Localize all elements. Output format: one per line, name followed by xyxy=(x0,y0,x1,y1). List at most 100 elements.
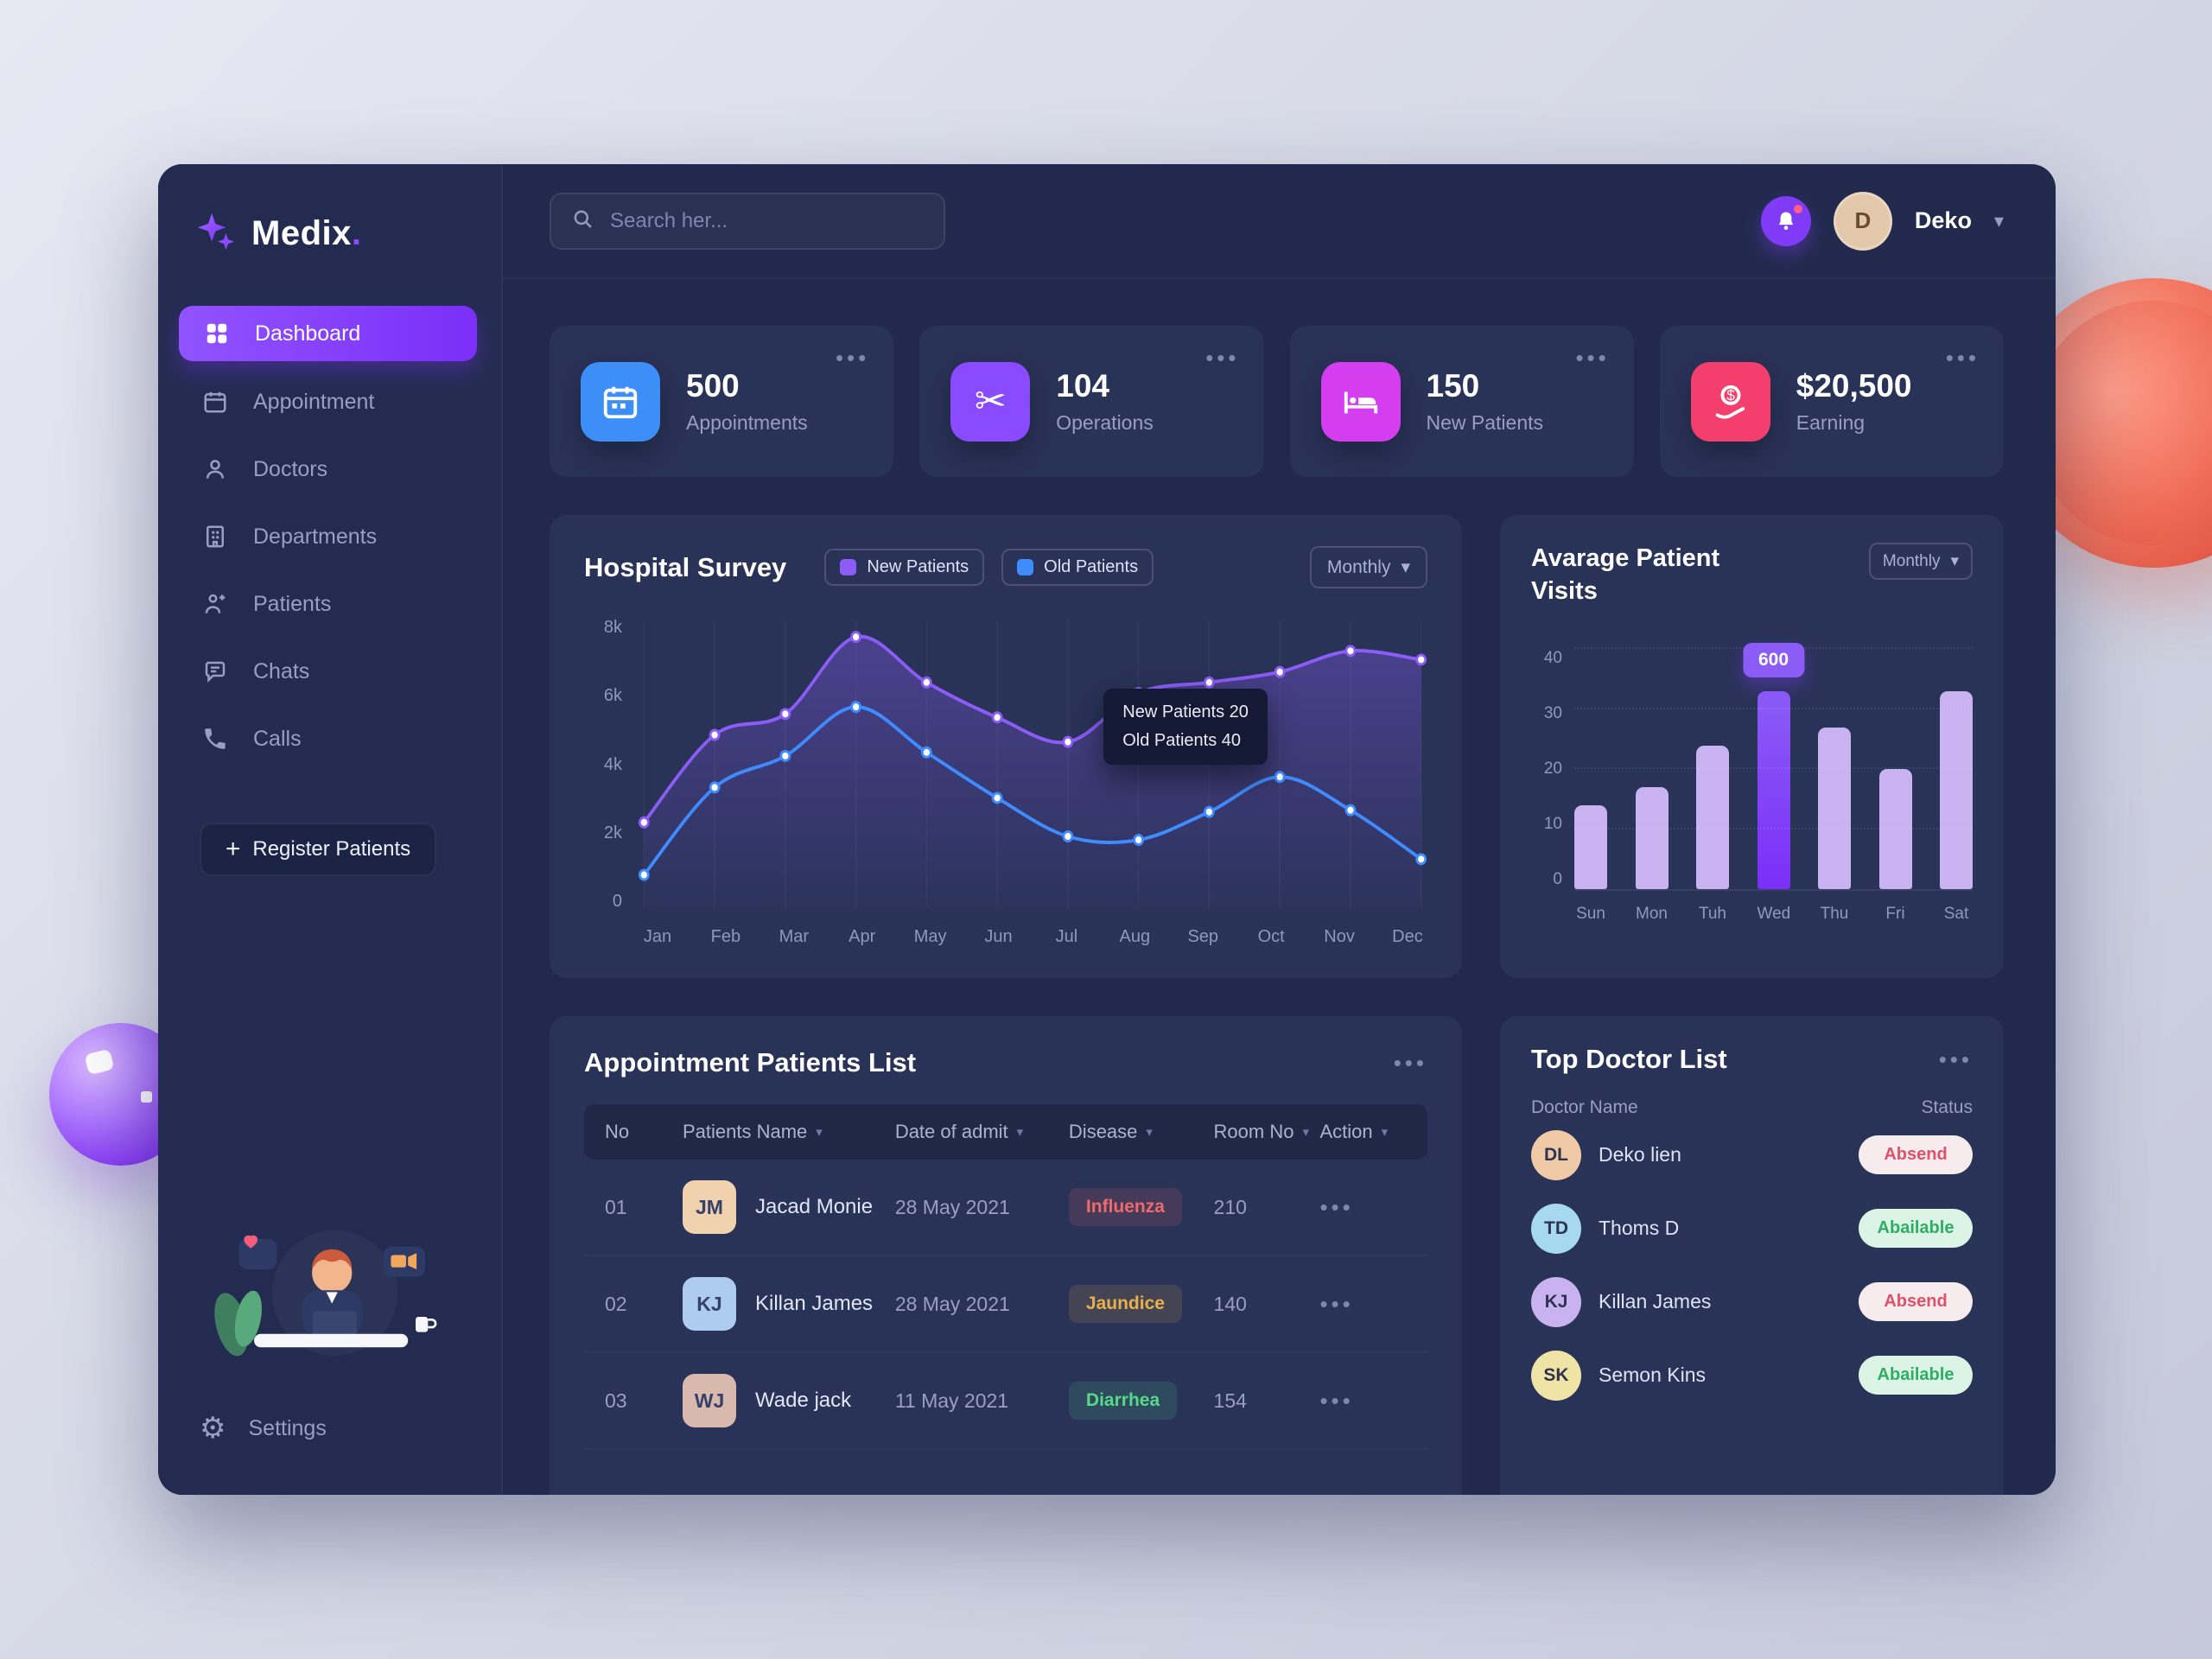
card-menu-button[interactable]: ••• xyxy=(1575,345,1610,371)
notification-bell-button[interactable] xyxy=(1760,195,1811,246)
stat-card-appointments: ••• 500 Appointments xyxy=(550,326,894,477)
medix-logo-icon xyxy=(193,211,238,256)
bell-icon xyxy=(1778,212,1794,230)
row-action-button[interactable]: ••• xyxy=(1319,1193,1354,1220)
bar xyxy=(1818,727,1851,890)
doctor-avatar: KJ xyxy=(1531,1276,1581,1327)
doctors-columns: Doctor Name Status xyxy=(1531,1097,1973,1117)
notification-dot xyxy=(1793,204,1802,213)
stat-card-operations: ••• ✂ 104 Operations xyxy=(919,326,1264,477)
doctor-icon xyxy=(200,454,231,485)
sidebar-item-appointment[interactable]: Appointment xyxy=(158,368,501,435)
chevron-down-icon[interactable]: ▾ xyxy=(1993,209,2004,232)
legend-old-patients[interactable]: Old Patients xyxy=(1001,549,1154,586)
table-row: 01 JM Jacad Monie 28 May 2021 Influenza … xyxy=(584,1160,1427,1256)
visits-plot-wrap: 40 30 20 10 0 600 xyxy=(1531,643,1973,892)
bar-chart: 600 xyxy=(1574,643,1973,892)
doctors-header: Top Doctor List ••• xyxy=(1531,1044,1973,1075)
search-bar[interactable] xyxy=(550,192,945,250)
doctor-name: Deko lien xyxy=(1599,1143,1681,1166)
col-action[interactable]: Action ▾ xyxy=(1319,1121,1389,1142)
sidebar-item-settings[interactable]: ⚙ Settings xyxy=(200,1412,327,1445)
col-patients-name[interactable]: Patients Name ▾ xyxy=(683,1121,823,1142)
lists-row: Appointment Patients List ••• No Patient… xyxy=(550,1016,2004,1495)
sort-icon: ▾ xyxy=(1146,1125,1153,1140)
sidebar-item-label: Doctors xyxy=(253,456,328,481)
patient-name: Wade jack xyxy=(755,1389,852,1412)
col-room[interactable]: Room No ▾ xyxy=(1213,1121,1309,1142)
bar xyxy=(1878,769,1912,890)
disease-badge: Diarrhea xyxy=(1068,1382,1178,1420)
top-doctors-card: Top Doctor List ••• Doctor Name Status DL… xyxy=(1500,1016,2004,1495)
app-window: Medix. Dashboard Appointment xyxy=(158,164,2056,1495)
col-disease[interactable]: Disease ▾ xyxy=(1068,1121,1153,1142)
sidebar-item-patients[interactable]: Patients xyxy=(158,570,501,638)
stats-row: ••• 500 Appointments ••• ✂ xyxy=(550,326,2004,477)
stat-value: $20,500 xyxy=(1796,368,1912,404)
plus-icon: + xyxy=(225,835,241,863)
patient-name: Jacad Monie xyxy=(755,1195,874,1218)
hospital-survey-card: Hospital Survey New Patients Old Patient… xyxy=(550,515,1462,978)
brand-name: Medix. xyxy=(251,213,362,252)
doctor-avatar: SK xyxy=(1531,1350,1581,1401)
patient-name: Killan James xyxy=(755,1292,874,1315)
topbar: D Deko ▾ xyxy=(503,164,2056,279)
visits-period-select[interactable]: Monthly ▾ xyxy=(1868,543,1973,580)
survey-x-axis: Jan Feb Mar Apr May Jun Jul Aug Sep Oct Nov De… xyxy=(643,927,1423,946)
building-icon xyxy=(200,521,231,552)
sidebar-item-departments[interactable]: Departments xyxy=(158,503,501,570)
dashboard-content: ••• 500 Appointments ••• ✂ xyxy=(503,279,2056,1495)
bar-value-badge: 600 xyxy=(1742,643,1805,678)
sidebar-item-doctors[interactable]: Doctors xyxy=(158,435,501,503)
survey-period-select[interactable]: Monthly ▾ xyxy=(1309,546,1427,588)
sidebar-item-dashboard[interactable]: Dashboard xyxy=(179,306,477,361)
register-patients-button[interactable]: + Register Patients xyxy=(200,823,436,876)
stat-value: 104 xyxy=(1056,368,1109,404)
sidebar-item-chats[interactable]: Chats xyxy=(158,638,501,705)
appointments-title: Appointment Patients List xyxy=(584,1047,917,1077)
sidebar-item-label: Appointment xyxy=(253,389,375,414)
chat-icon xyxy=(200,656,231,687)
legend-swatch xyxy=(1017,559,1034,575)
chevron-down-icon: ▾ xyxy=(1950,552,1959,570)
card-menu-button[interactable]: ••• xyxy=(1393,1049,1427,1076)
status-badge: Abailable xyxy=(1859,1356,1973,1395)
stat-card-earning: ••• $ $20,500 Earning xyxy=(1659,326,2004,477)
status-badge: Absend xyxy=(1859,1135,1973,1174)
logo: Medix. xyxy=(193,206,501,261)
legend-swatch xyxy=(840,559,857,575)
card-menu-button[interactable]: ••• xyxy=(1945,345,1980,371)
doctor-illustration xyxy=(188,1203,473,1388)
doctor-avatar: DL xyxy=(1531,1129,1581,1180)
legend-new-patients[interactable]: New Patients xyxy=(824,549,985,586)
sort-icon: ▾ xyxy=(1381,1125,1389,1140)
table-row: 03 WJ Wade jack 11 May 2021 Diarrhea 154… xyxy=(584,1353,1427,1450)
doctor-avatar: TD xyxy=(1531,1203,1581,1254)
earning-icon: $ xyxy=(1690,361,1770,442)
search-input[interactable] xyxy=(608,207,925,234)
doctors-title: Top Doctor List xyxy=(1531,1044,1727,1074)
disease-badge: Jaundice xyxy=(1068,1285,1182,1323)
bar xyxy=(1635,787,1669,890)
card-menu-button[interactable]: ••• xyxy=(1205,345,1240,371)
row-action-button[interactable]: ••• xyxy=(1319,1387,1354,1414)
sidebar-item-calls[interactable]: Calls xyxy=(158,705,501,772)
sidebar-item-label: Chats xyxy=(253,658,310,683)
calendar-icon xyxy=(200,386,231,417)
col-date[interactable]: Date of admit ▾ xyxy=(894,1121,1024,1142)
user-avatar[interactable]: D xyxy=(1833,191,1892,251)
sort-icon: ▾ xyxy=(816,1125,823,1140)
stat-label: Appointments xyxy=(686,411,808,434)
stat-card-new-patients: ••• 150 New Patients xyxy=(1289,326,1634,477)
sidebar-nav: Dashboard Appointment Doctors xyxy=(158,301,501,772)
sidebar-item-label: Departments xyxy=(253,524,378,549)
stat-value: 500 xyxy=(686,368,740,404)
patient-avatar: WJ xyxy=(683,1374,736,1427)
calendar-icon xyxy=(581,361,660,442)
appointments-header: Appointment Patients List ••• xyxy=(584,1047,1427,1078)
card-menu-button[interactable]: ••• xyxy=(835,345,870,371)
row-action-button[interactable]: ••• xyxy=(1319,1290,1354,1317)
doctor-name: Semon Kins xyxy=(1599,1363,1707,1386)
card-menu-button[interactable]: ••• xyxy=(1938,1046,1973,1072)
bed-icon xyxy=(1320,361,1401,442)
